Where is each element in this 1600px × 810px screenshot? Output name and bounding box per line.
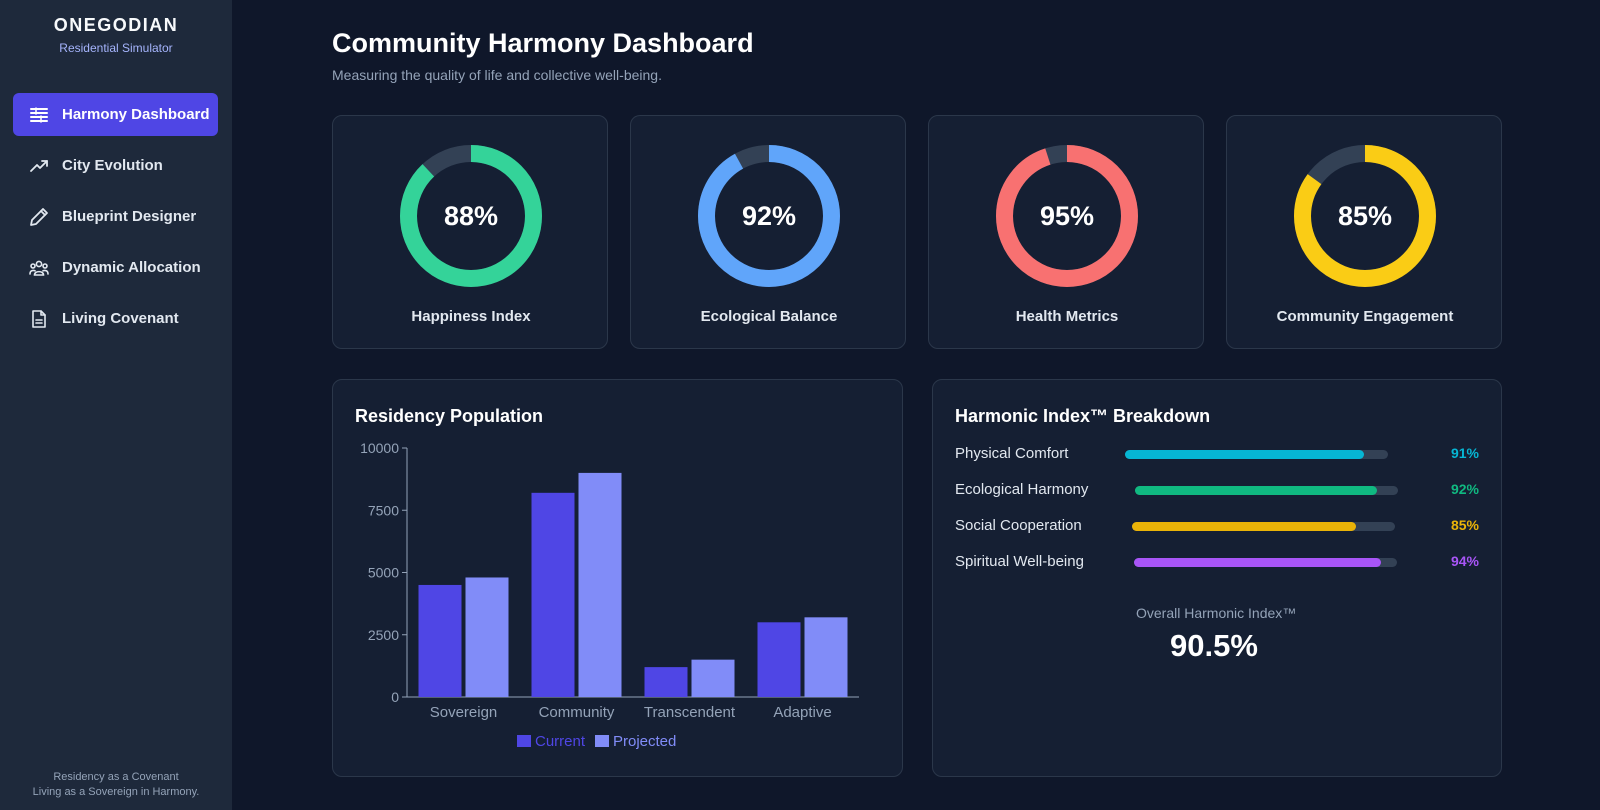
metric-label: Health Metrics <box>1015 308 1119 325</box>
breakdown-row-social-cooperation: Social Cooperation 85% <box>955 517 1479 537</box>
progress-track <box>1125 450 1388 459</box>
y-tick-label: 5000 <box>368 565 399 581</box>
y-tick-label: 0 <box>391 689 399 705</box>
metric-label: Happiness Index <box>411 308 531 325</box>
sidebar-item-dynamic-allocation[interactable]: Dynamic Allocation <box>13 246 218 289</box>
breakdown-value: 91% <box>1450 445 1479 461</box>
legend-label: Current <box>535 733 586 750</box>
bar-projected <box>804 617 848 697</box>
pencil-icon <box>29 207 49 227</box>
breakdown-value: 85% <box>1450 517 1479 533</box>
y-tick-label: 10000 <box>360 440 399 456</box>
users-icon <box>29 258 49 278</box>
progress-ring: 88% <box>400 145 542 287</box>
bar-projected <box>691 659 735 697</box>
progress-fill <box>1132 522 1356 531</box>
panel-title: Residency Population <box>355 406 544 426</box>
breakdown-value: 92% <box>1450 481 1479 497</box>
breakdown-label: Social Cooperation <box>955 517 1082 534</box>
brand: ONEGODIAN Residential Simulator <box>0 0 232 55</box>
population-bar-chart: 10000 7500 5000 2500 0 Sovereign Community Tran… <box>360 440 859 750</box>
breakdown-label: Spiritual Well-being <box>955 553 1084 570</box>
progress-ring: 85% <box>1294 145 1436 287</box>
x-tick-label: Community <box>539 704 615 721</box>
sidebar-item-city-evolution[interactable]: City Evolution <box>13 144 218 187</box>
legend-label: Projected <box>613 733 676 750</box>
metric-card-ecological: 92% Ecological Balance <box>630 115 906 349</box>
progress-fill <box>1135 486 1377 495</box>
x-tick-label: Sovereign <box>430 704 498 721</box>
page-subtitle: Measuring the quality of life and collec… <box>332 67 662 83</box>
metric-card-health: 95% Health Metrics <box>928 115 1204 349</box>
footer-line: Living as a Sovereign in Harmony. <box>32 786 200 798</box>
breakdown-row-spiritual-wellbeing: Spiritual Well-being 94% <box>955 553 1479 573</box>
metric-value: 88% <box>443 200 499 231</box>
breakdown-row-ecological-harmony: Ecological Harmony 92% <box>955 481 1479 501</box>
legend-swatch <box>517 735 531 747</box>
overall-index-value: 90.5% <box>1170 628 1258 663</box>
ring-svg <box>400 145 542 287</box>
breakdown-label: Ecological Harmony <box>955 481 1089 498</box>
breakdown-panel: Harmonic Index™ Breakdown Physical Comfo… <box>932 379 1502 777</box>
ring-svg <box>996 145 1138 287</box>
sidebar-item-label: Blueprint Designer <box>62 208 197 225</box>
brand-name: ONEGODIAN <box>53 15 179 35</box>
y-tick-label: 7500 <box>368 502 399 518</box>
ring-svg <box>1294 145 1436 287</box>
sidebar-item-living-covenant[interactable]: Living Covenant <box>13 297 218 340</box>
y-tick-label: 2500 <box>368 627 399 643</box>
bar-projected <box>465 577 509 697</box>
x-tick-label: Adaptive <box>773 704 831 721</box>
sidebar-footer: Residency as a Covenant Living as a Sove… <box>0 770 232 800</box>
progress-fill <box>1125 450 1365 459</box>
sidebar: ONEGODIAN Residential Simulator Harmony … <box>0 0 232 810</box>
document-icon <box>29 309 49 329</box>
legend-swatch <box>595 735 609 747</box>
trending-up-icon <box>29 156 49 176</box>
metric-label: Community Engagement <box>1276 308 1454 325</box>
bar-current <box>418 584 462 697</box>
dashboard-icon <box>29 105 49 125</box>
progress-track <box>1135 486 1398 495</box>
x-tick-label: Transcendent <box>644 704 736 721</box>
sidebar-nav: Harmony Dashboard City Evolution Bluepri… <box>13 93 218 348</box>
ring-svg <box>698 145 840 287</box>
breakdown-label: Physical Comfort <box>955 445 1069 462</box>
progress-ring: 92% <box>698 145 840 287</box>
metric-card-happiness: 88% Happiness Index <box>332 115 608 349</box>
bar-current <box>644 667 688 697</box>
breakdown-row-physical-comfort: Physical Comfort 91% <box>955 445 1479 465</box>
page-title: Community Harmony Dashboard <box>332 28 754 58</box>
sidebar-item-label: Living Covenant <box>62 310 179 327</box>
panel-title: Harmonic Index™ Breakdown <box>955 406 1211 426</box>
progress-track <box>1132 522 1395 531</box>
metric-label: Ecological Balance <box>700 308 838 325</box>
sidebar-item-blueprint-designer[interactable]: Blueprint Designer <box>13 195 218 238</box>
brand-subtitle: Residential Simulator <box>59 41 173 55</box>
progress-track <box>1134 558 1397 567</box>
bar-projected <box>578 472 622 697</box>
sidebar-item-harmony-dashboard[interactable]: Harmony Dashboard <box>13 93 218 136</box>
footer-line: Residency as a Covenant <box>53 771 179 783</box>
sidebar-item-label: Dynamic Allocation <box>62 259 201 276</box>
metric-value: 92% <box>741 200 797 231</box>
progress-ring: 95% <box>996 145 1138 287</box>
bar-current <box>531 492 575 697</box>
metric-value: 95% <box>1039 200 1095 231</box>
breakdown-value: 94% <box>1450 553 1479 569</box>
metric-card-engagement: 85% Community Engagement <box>1226 115 1502 349</box>
metric-value: 85% <box>1337 200 1393 231</box>
population-panel: Residency Population 10000 7500 5000 2500 0 S… <box>332 379 903 777</box>
overall-index-label: Overall Harmonic Index™ <box>1136 605 1297 621</box>
progress-fill <box>1134 558 1382 567</box>
bar-current <box>757 622 801 697</box>
sidebar-item-label: Harmony Dashboard <box>62 106 210 123</box>
sidebar-item-label: City Evolution <box>62 157 163 174</box>
